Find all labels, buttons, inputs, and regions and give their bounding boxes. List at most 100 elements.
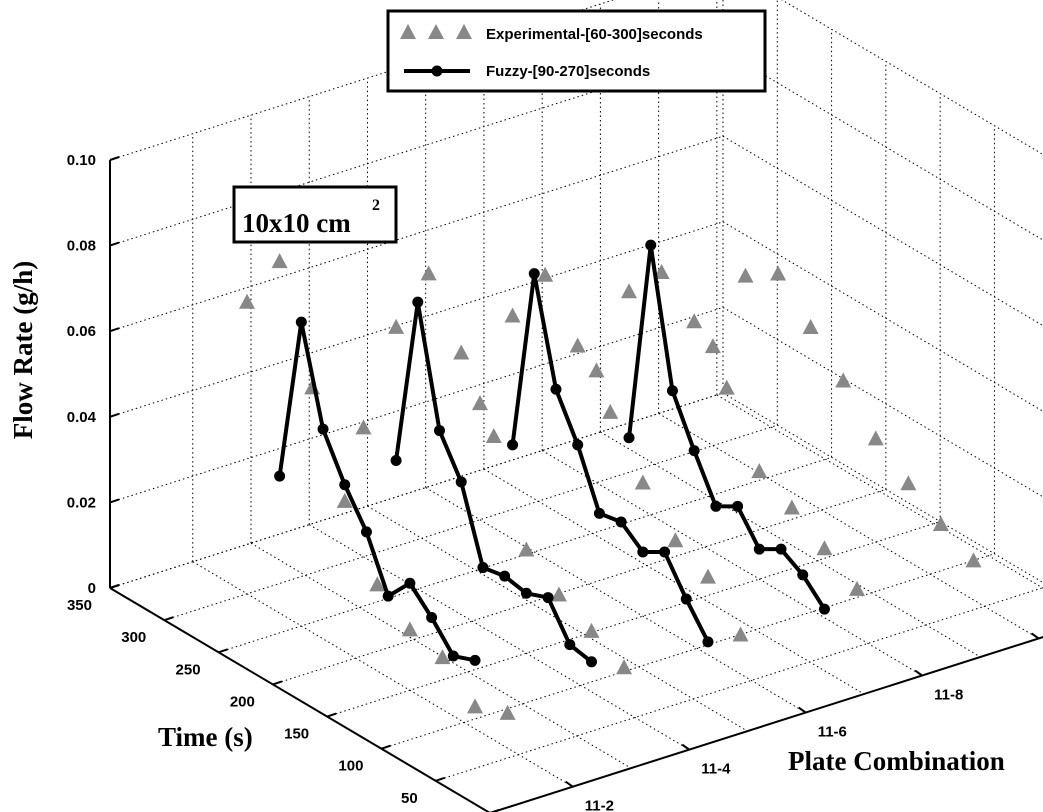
grid-line-side-wall <box>781 0 1043 156</box>
experimental-point <box>602 403 619 419</box>
time-tick-mark <box>272 680 283 686</box>
y-axis-title: Time (s) <box>158 722 253 752</box>
experimental-point <box>485 428 502 444</box>
experimental-point <box>401 621 418 637</box>
time-tick-label: 50 <box>401 790 418 807</box>
z-tick-label: 0.02 <box>67 494 96 511</box>
fuzzy-point <box>339 479 351 491</box>
experimental-point <box>355 419 372 435</box>
experimental-point <box>467 698 484 714</box>
experimental-point <box>453 344 470 360</box>
experimental-point <box>537 266 554 282</box>
z-tick-mark <box>109 412 120 418</box>
fuzzy-point <box>666 385 678 397</box>
experimental-point <box>783 499 800 515</box>
fuzzy-point <box>477 562 489 574</box>
fuzzy-point <box>775 543 787 555</box>
z-tick-label: 0.06 <box>67 323 96 340</box>
experimental-point <box>621 283 638 299</box>
grid-line-floor <box>483 468 865 695</box>
experimental-point <box>550 586 567 602</box>
fuzzy-point <box>528 268 540 280</box>
fuzzy-point <box>732 500 744 512</box>
fuzzy-point <box>702 636 714 648</box>
experimental-point <box>616 659 633 675</box>
experimental-point <box>686 313 703 329</box>
grid-line-back-wall <box>109 306 724 503</box>
grid-lines <box>109 0 1043 812</box>
annotation-superscript: 2 <box>372 197 380 214</box>
fuzzy-point <box>818 603 830 615</box>
experimental-point <box>588 362 605 378</box>
grid-line-floor <box>218 456 832 653</box>
plate-tick-mark <box>914 669 923 677</box>
fuzzy-point <box>542 592 554 604</box>
grid-line-floor <box>164 424 778 621</box>
fuzzy-point <box>469 654 481 666</box>
legend-label-experimental: Experimental-[60-300]seconds <box>486 26 703 43</box>
experimental-point <box>835 372 852 388</box>
time-tick-label: 100 <box>338 758 363 775</box>
fuzzy-point <box>382 590 394 602</box>
x-axis-title: Plate Combination <box>788 746 1005 776</box>
grid-line-back-wall <box>109 221 724 418</box>
experimental-point <box>271 253 288 269</box>
experimental-point <box>965 552 982 568</box>
experimental-point <box>667 532 684 548</box>
time-tick-mark <box>163 616 174 622</box>
experimental-point <box>699 568 716 584</box>
fuzzy-point <box>564 639 576 651</box>
experimental-point <box>569 337 586 353</box>
experimental-point <box>770 265 787 281</box>
time-tick-label: 150 <box>284 726 309 743</box>
experimental-point <box>653 263 670 279</box>
experimental-point <box>737 267 754 283</box>
plate-tick-mark <box>1031 632 1040 640</box>
plate-tick-label: 11-2 <box>585 798 614 812</box>
experimental-point <box>239 293 256 309</box>
annotation-box: 10x10 cm 2 <box>232 185 398 244</box>
time-tick-label: 300 <box>121 629 146 646</box>
fuzzy-point <box>434 425 446 437</box>
fuzzy-point <box>390 454 402 466</box>
experimental-point <box>504 307 521 323</box>
experimental-point <box>336 492 353 508</box>
experimental-point <box>802 318 819 334</box>
fuzzy-line <box>510 271 710 643</box>
z-tick-label: 0.10 <box>67 152 96 169</box>
z-tick-label: 0.04 <box>67 409 97 426</box>
legend-circle <box>431 65 443 77</box>
experimental-point <box>867 430 884 446</box>
axes-frame <box>109 156 1043 812</box>
time-tick-mark <box>326 712 337 718</box>
experimental-point <box>816 540 833 556</box>
fuzzy-point <box>499 570 511 582</box>
experimental-point <box>732 626 749 642</box>
experimental-point <box>704 338 721 354</box>
z-axis-title: Flow Rate (g/h) <box>8 261 38 439</box>
tick-labels: 00.020.040.060.080.100501001502002503003… <box>67 152 964 812</box>
fuzzy-point <box>404 577 416 589</box>
experimental-point <box>718 379 735 395</box>
z-tick-mark <box>109 241 120 247</box>
plate-tick-label: 11-4 <box>701 761 731 778</box>
fuzzy-line <box>277 320 476 663</box>
grid-line-floor <box>658 413 1039 639</box>
legend-marker-fuzzy <box>404 65 470 77</box>
experimental-point <box>751 463 768 479</box>
grid-line-floor <box>600 431 981 658</box>
experimental-point <box>471 395 488 411</box>
experimental-point <box>900 475 917 491</box>
fuzzy-line <box>627 243 827 611</box>
fuzzy-point <box>623 432 635 444</box>
grid-line-floor <box>425 487 806 714</box>
fuzzy-point <box>753 543 765 555</box>
fuzzy-point <box>447 650 459 662</box>
grid-line-floor <box>272 488 887 685</box>
annotation-text: 10x10 cm <box>242 208 351 238</box>
legend-triangle <box>456 24 472 39</box>
fuzzy-point <box>586 656 598 668</box>
time-tick-label: 250 <box>176 661 201 678</box>
fuzzy-point <box>593 507 605 519</box>
time-tick-mark <box>435 776 446 782</box>
